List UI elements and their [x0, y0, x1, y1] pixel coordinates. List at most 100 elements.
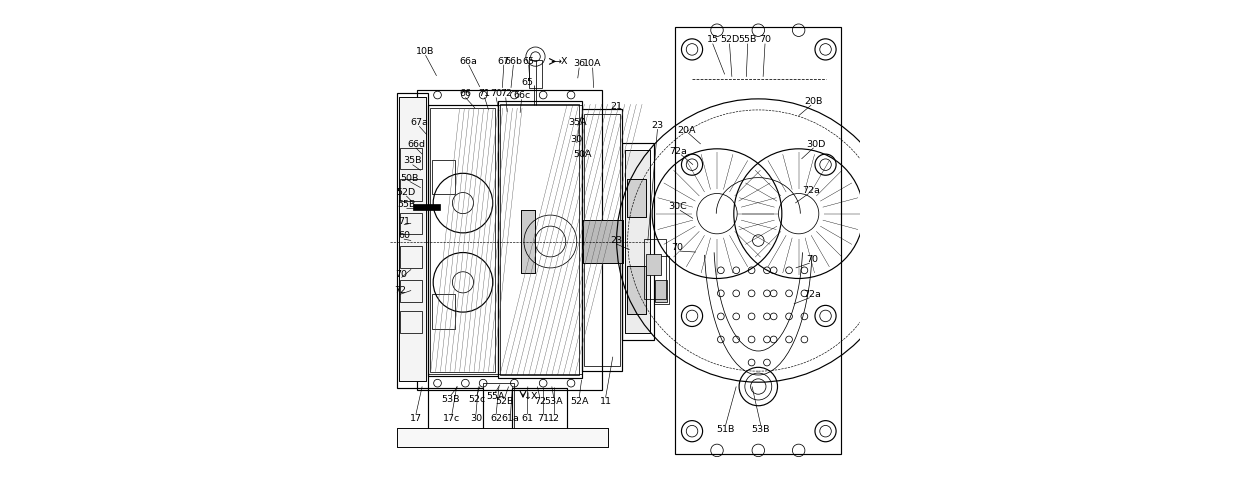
Text: 61: 61	[521, 414, 533, 423]
Text: 71: 71	[479, 89, 491, 98]
Text: 10A: 10A	[583, 59, 601, 68]
Text: 52D: 52D	[720, 35, 739, 44]
Bar	[428, 388, 484, 436]
Bar	[512, 388, 567, 436]
Bar	[397, 428, 608, 447]
Text: 62: 62	[490, 414, 502, 423]
Bar	[528, 60, 542, 88]
Bar	[646, 254, 661, 275]
Text: 17c: 17c	[443, 414, 460, 423]
Text: 52B: 52B	[496, 397, 513, 406]
Bar	[401, 311, 422, 333]
Text: 66: 66	[459, 89, 471, 98]
Bar	[625, 150, 650, 333]
Text: 52A: 52A	[570, 397, 589, 406]
Text: 65: 65	[521, 78, 533, 86]
Text: 71: 71	[537, 414, 549, 423]
Bar	[397, 428, 608, 447]
Text: 53B: 53B	[751, 425, 770, 434]
Bar	[584, 114, 620, 367]
Bar	[521, 210, 534, 273]
Text: 70: 70	[759, 35, 771, 44]
Text: 35B: 35B	[403, 156, 422, 165]
Text: 61a: 61a	[501, 414, 520, 423]
Text: 72: 72	[394, 286, 405, 296]
Text: 23: 23	[651, 121, 663, 130]
Bar	[627, 179, 646, 217]
Bar	[418, 90, 603, 390]
Text: 71: 71	[398, 217, 410, 226]
Text: 11: 11	[600, 397, 611, 406]
Text: 66b: 66b	[505, 57, 522, 66]
Bar	[401, 246, 422, 268]
Bar	[497, 101, 582, 378]
Text: 70: 70	[806, 255, 818, 264]
Bar	[401, 179, 422, 200]
Text: 30: 30	[470, 414, 482, 423]
Text: 72a: 72a	[670, 147, 687, 156]
Text: 15: 15	[707, 35, 719, 44]
Text: 20A: 20A	[677, 126, 696, 135]
Bar	[397, 93, 428, 388]
Text: 52c: 52c	[469, 395, 486, 403]
Text: 30C: 30C	[668, 202, 687, 212]
Bar	[583, 220, 624, 263]
Bar	[428, 105, 497, 376]
Text: 30D: 30D	[806, 140, 826, 149]
Text: 10B: 10B	[417, 47, 435, 57]
Text: 35A: 35A	[568, 118, 587, 127]
Text: 67a: 67a	[410, 118, 428, 127]
Bar	[399, 98, 425, 381]
Text: 66c: 66c	[513, 91, 531, 100]
Text: 30: 30	[570, 135, 583, 144]
Text: 50B: 50B	[401, 173, 419, 183]
Bar	[484, 383, 515, 436]
Text: 51B: 51B	[717, 425, 735, 434]
Text: 55B: 55B	[739, 35, 756, 44]
Bar	[521, 210, 534, 273]
Text: 66a: 66a	[460, 57, 477, 66]
Bar	[582, 110, 622, 371]
Bar	[627, 266, 646, 313]
Text: 53B: 53B	[441, 395, 460, 403]
Bar	[500, 104, 579, 375]
Text: 52D: 52D	[397, 188, 415, 197]
Text: 72a: 72a	[802, 185, 820, 195]
Text: 17: 17	[410, 414, 422, 423]
Text: 53A: 53A	[544, 397, 563, 406]
Text: 65: 65	[523, 57, 534, 66]
Text: 72: 72	[500, 89, 512, 98]
Bar	[655, 280, 667, 301]
Bar	[627, 179, 646, 217]
Text: ↓X: ↓X	[523, 392, 537, 401]
Bar	[430, 108, 495, 372]
Text: →X: →X	[554, 57, 568, 66]
Bar	[413, 203, 440, 210]
Bar	[401, 280, 422, 301]
Bar	[627, 266, 646, 313]
Bar	[653, 256, 670, 304]
Text: 21: 21	[610, 101, 622, 111]
Bar	[432, 294, 455, 329]
Bar	[622, 143, 653, 340]
Text: 55A: 55A	[486, 392, 505, 401]
Text: 36: 36	[573, 59, 585, 68]
Bar	[399, 98, 425, 381]
Text: 50A: 50A	[573, 150, 591, 158]
Text: 20B: 20B	[804, 97, 822, 106]
Text: 70: 70	[396, 270, 408, 279]
Text: 23: 23	[610, 236, 622, 245]
Text: 55B: 55B	[397, 200, 415, 209]
Bar	[401, 148, 422, 170]
Bar	[401, 213, 422, 234]
Bar	[583, 220, 624, 263]
Text: 12: 12	[548, 414, 559, 423]
Text: 67: 67	[497, 57, 510, 66]
Text: 70: 70	[490, 89, 502, 98]
Bar	[432, 160, 455, 195]
Text: 72: 72	[533, 397, 546, 406]
Text: 70: 70	[672, 243, 683, 252]
Bar	[676, 28, 841, 454]
Bar	[644, 239, 666, 299]
Text: 72a: 72a	[804, 290, 821, 299]
